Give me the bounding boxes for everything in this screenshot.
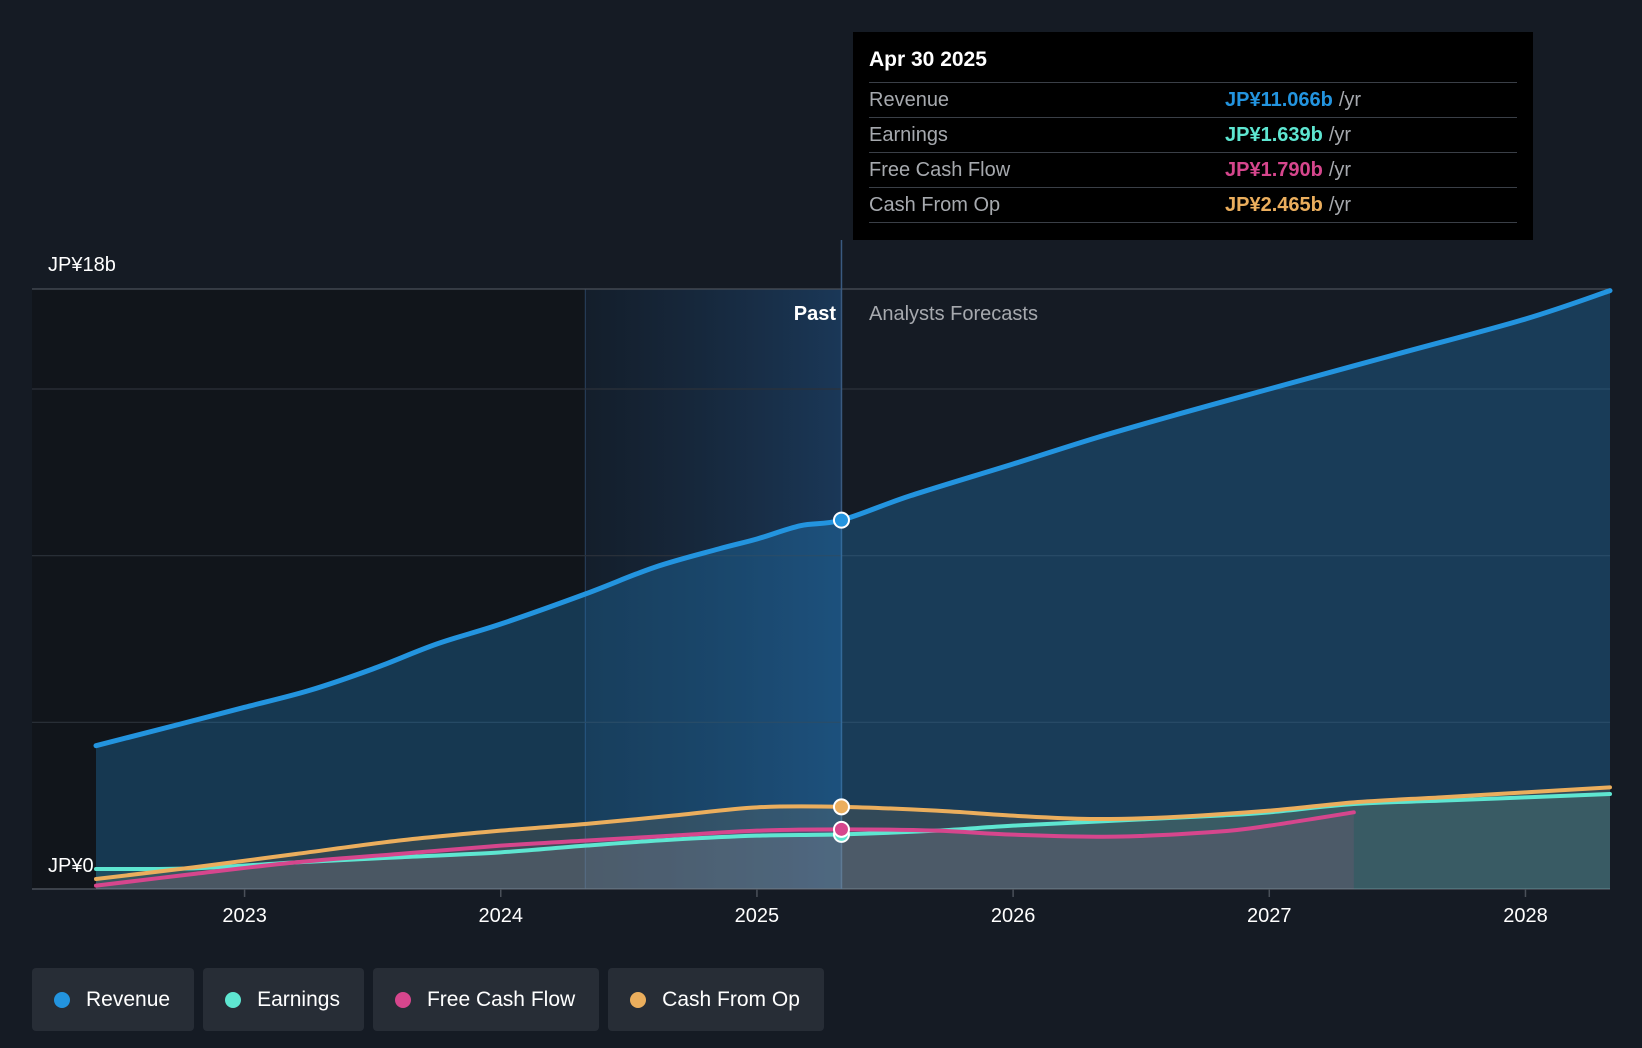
x-tick-label: 2024	[479, 905, 524, 927]
tooltip-row-label: Revenue	[869, 89, 950, 111]
x-tick-label: 2023	[222, 905, 267, 927]
legend-item-cash-from-op[interactable]: Cash From Op	[608, 968, 824, 1031]
tooltip-row-label: Cash From Op	[869, 194, 1001, 216]
legend-label: Earnings	[257, 987, 340, 1011]
legend-item-earnings[interactable]: Earnings	[203, 968, 364, 1031]
tooltip: Apr 30 2025 Revenue JP¥11.066b/yr Earnings…	[853, 32, 1533, 240]
legend: Revenue Earnings Free Cash Flow Cash From O…	[32, 968, 824, 1031]
forecast-label: Analysts Forecasts	[869, 303, 1038, 325]
legend-label: Revenue	[86, 987, 171, 1011]
legend-label: Cash From Op	[662, 987, 800, 1011]
series-area-revenue	[96, 290, 1610, 890]
past-label: Past	[794, 303, 837, 325]
tooltip-row: Cash From Op JP¥2.465b/yr	[869, 188, 1517, 223]
tooltip-row-unit: /yr	[1338, 89, 1362, 111]
y-axis-top-label: JP¥18b	[48, 254, 116, 276]
tooltip-row-unit: /yr	[1328, 159, 1352, 181]
legend-dot-icon	[394, 991, 411, 1008]
marker-revenue	[832, 511, 850, 529]
legend-dot-icon	[630, 991, 647, 1008]
series-area-free-cash-flow	[96, 812, 1354, 889]
tooltip-row-unit: /yr	[1328, 124, 1352, 146]
tooltip-row-value: JP¥1.790b	[1225, 159, 1323, 181]
tooltip-row-label: Earnings	[869, 124, 948, 146]
tooltip-row: Revenue JP¥11.066b/yr	[869, 83, 1517, 118]
tooltip-row: Earnings JP¥1.639b/yr	[869, 118, 1517, 153]
y-axis-bottom-label: JP¥0	[48, 855, 94, 877]
legend-dot-icon	[54, 991, 70, 1008]
x-tick-label: 2025	[735, 905, 780, 927]
marker-free-cash-flow	[832, 820, 850, 838]
x-tick-label: 2027	[1247, 905, 1292, 927]
tooltip-row-value: JP¥11.066b	[1225, 89, 1333, 111]
series-area-earnings	[96, 794, 1610, 889]
legend-dot-icon	[225, 991, 242, 1008]
series-line-revenue	[93, 288, 1613, 749]
x-tick-label: 2028	[1503, 905, 1548, 927]
x-tick-label: 2026	[991, 905, 1036, 927]
legend-item-free-cash-flow[interactable]: Free Cash Flow	[372, 968, 600, 1031]
marker-cash-from-op	[832, 798, 850, 816]
tooltip-date: Apr 30 2025	[869, 46, 1517, 83]
series-area-cash-from-op	[96, 787, 1610, 889]
series-line-free-cash-flow	[94, 810, 1356, 888]
legend-label: Free Cash Flow	[426, 987, 576, 1011]
tooltip-row-value: JP¥1.639b	[1225, 124, 1323, 146]
legend-item-revenue[interactable]: Revenue	[32, 968, 195, 1031]
tooltip-row-unit: /yr	[1328, 194, 1352, 216]
tooltip-row-value: JP¥2.465b	[1225, 194, 1323, 216]
tooltip-row-label: Free Cash Flow	[869, 159, 1011, 181]
series-line-cash-from-op	[94, 785, 1612, 881]
tooltip-row: Free Cash Flow JP¥1.790b/yr	[869, 153, 1517, 188]
